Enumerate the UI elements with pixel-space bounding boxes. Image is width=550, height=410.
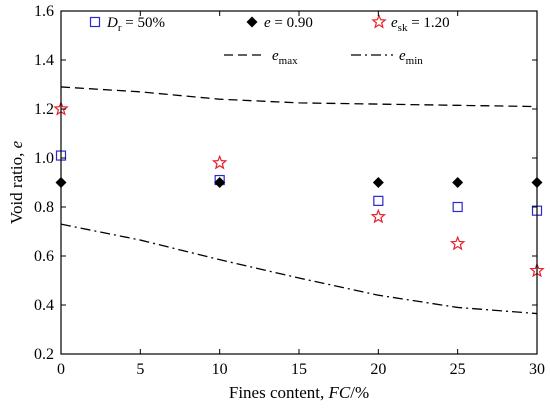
y-tick-label: 0.4 <box>34 297 54 314</box>
legend-label: esk = 1.20 <box>391 15 450 34</box>
legend-label: emax <box>272 48 298 67</box>
legend-entry: Dr = 50% <box>89 15 165 34</box>
y-tick-label: 0.2 <box>34 346 54 363</box>
x-tick-label: 25 <box>450 361 466 378</box>
legend-label: Dr = 50% <box>106 15 165 34</box>
data-point-filled-diamond <box>214 177 226 188</box>
x-tick-label: 10 <box>212 361 228 378</box>
y-tick-label: 0.6 <box>34 248 54 265</box>
legend: Dr = 50% e = 0.90 esk = 1.20 emax emin <box>89 13 450 67</box>
x-tick-label: 30 <box>529 361 545 378</box>
legend-marker <box>246 16 258 28</box>
data-point-open-star <box>449 235 466 251</box>
x-tick-label: 15 <box>291 361 307 378</box>
y-tick-label: 1.6 <box>34 3 54 20</box>
y-tick-label: 1.2 <box>34 101 54 118</box>
legend-label: emin <box>399 48 423 67</box>
data-point-open-square <box>373 195 384 206</box>
legend-entry: esk = 1.20 <box>371 13 450 34</box>
x-tick-label: 0 <box>57 361 65 378</box>
legend-entry: emax <box>224 48 298 67</box>
axes: 0 5 10 15 20 25 30 0.2 0.4 0.6 0.8 1.0 1.2 1.4 1.6 Fine… <box>7 3 545 402</box>
y-tick-label: 0.8 <box>34 199 54 216</box>
series-line-emax <box>60 86 538 108</box>
legend-entry: emin <box>351 48 423 67</box>
x-axis-title: Fines content, FC/% <box>229 383 369 402</box>
legend-label: e = 0.90 <box>264 15 313 31</box>
y-tick-label: 1.4 <box>34 52 54 69</box>
x-tick-label: 20 <box>370 361 386 378</box>
data-point-open-star <box>211 154 228 170</box>
data-point-open-square <box>452 201 463 213</box>
plot-frame <box>60 10 538 355</box>
legend-marker <box>371 13 387 29</box>
y-axis-title: Void ratio, e <box>7 140 26 224</box>
data-point-filled-diamond <box>372 177 384 188</box>
series-line-emin <box>60 223 538 315</box>
legend-entry: e = 0.90 <box>246 15 313 31</box>
data-point-open-star <box>370 208 387 224</box>
data-point-filled-diamond <box>452 177 464 188</box>
legend-marker <box>89 16 101 28</box>
y-tick-label: 1.0 <box>34 150 54 167</box>
data-marks <box>53 86 545 315</box>
x-tick-label: 5 <box>136 361 144 378</box>
